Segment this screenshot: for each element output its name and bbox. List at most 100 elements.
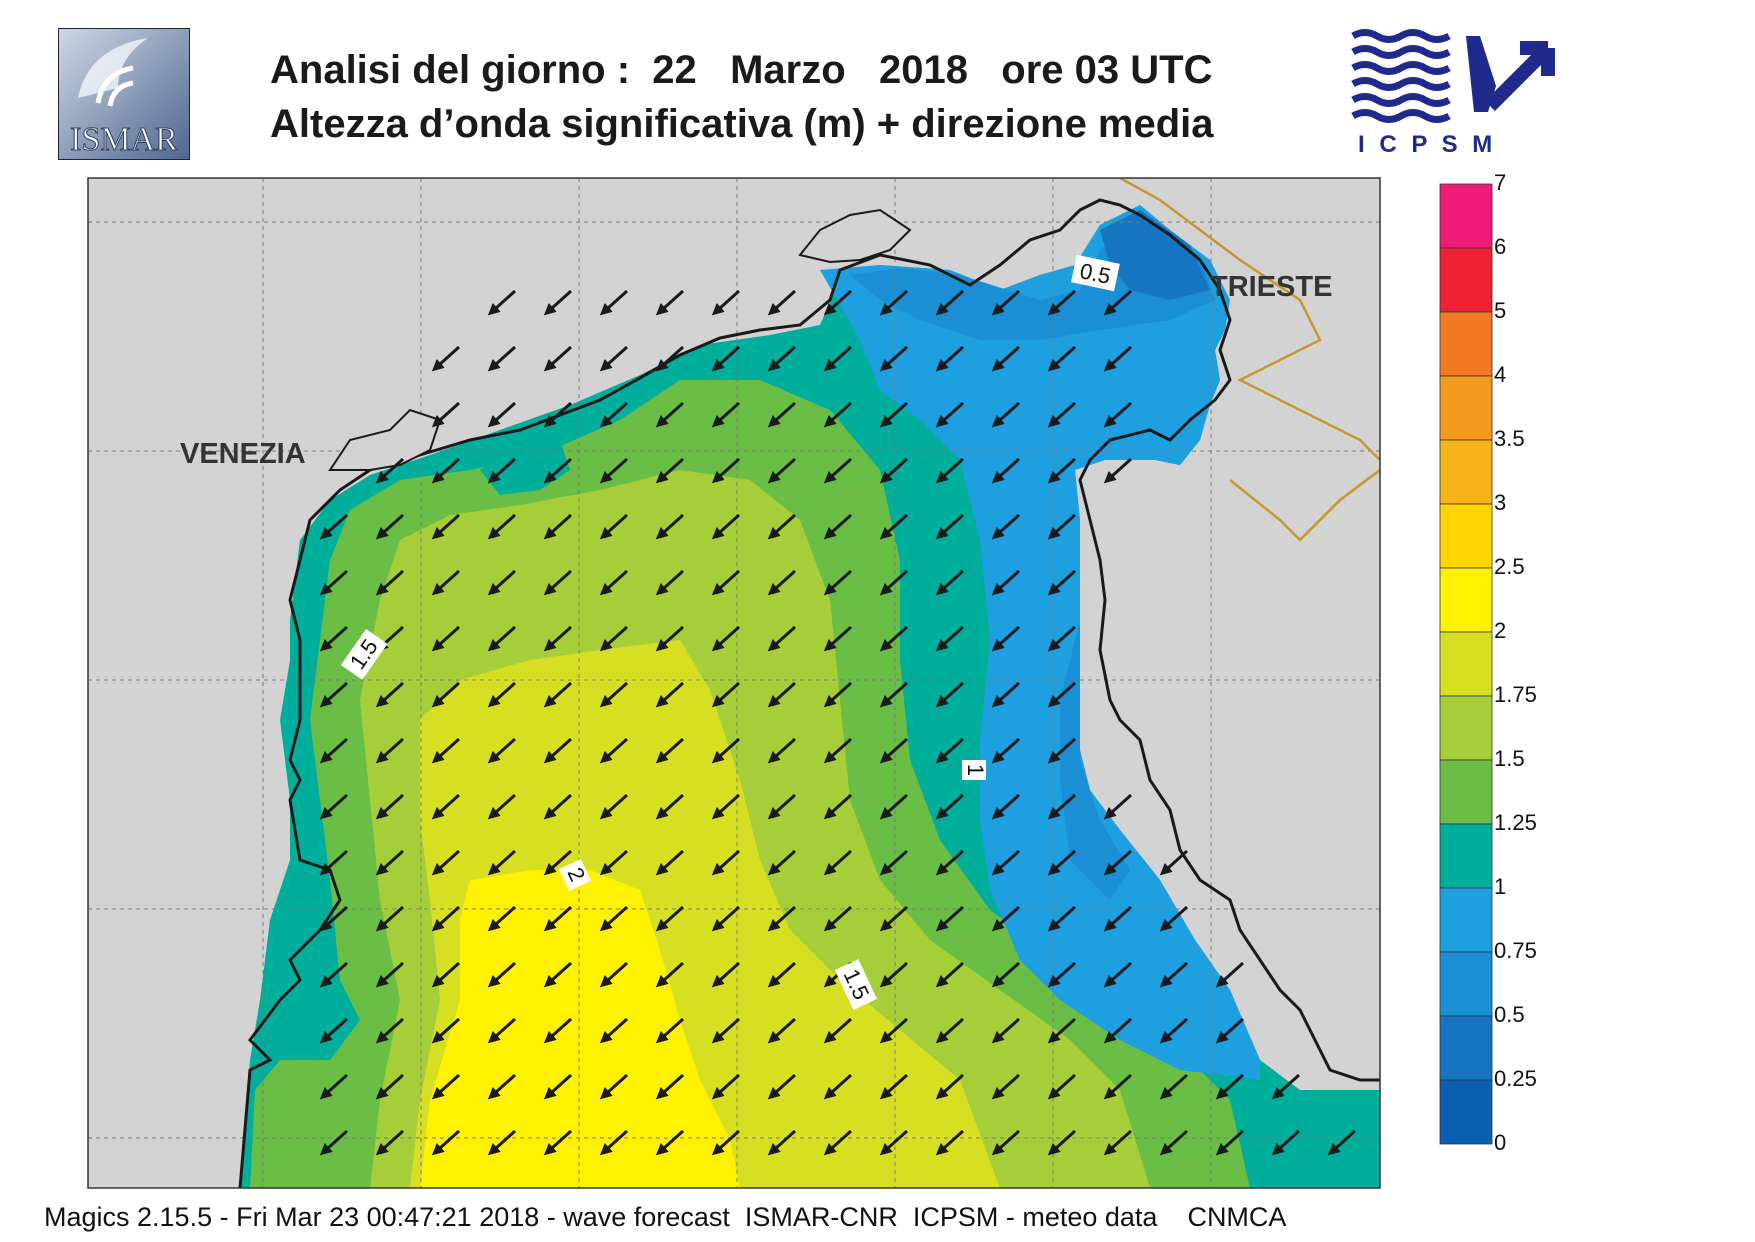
direction-arrow bbox=[431, 961, 461, 988]
direction-arrow bbox=[711, 737, 741, 764]
direction-arrow bbox=[991, 1129, 1021, 1156]
direction-arrow bbox=[823, 905, 853, 932]
zone-0.75-1 bbox=[820, 205, 1260, 1080]
direction-arrow bbox=[935, 289, 965, 316]
direction-arrow bbox=[767, 345, 797, 372]
direction-arrow bbox=[711, 849, 741, 876]
direction-arrow bbox=[767, 1017, 797, 1044]
direction-arrow bbox=[543, 905, 573, 932]
legend-swatch bbox=[1439, 631, 1493, 697]
direction-arrow bbox=[1327, 1129, 1357, 1156]
direction-arrow bbox=[319, 681, 349, 708]
title-line-date: Analisi del giorno : 22 Marzo 2018 ore 0… bbox=[270, 48, 1213, 92]
direction-arrow bbox=[767, 513, 797, 540]
direction-arrow bbox=[879, 1017, 909, 1044]
contour-label-0.5: 0.5 bbox=[1070, 254, 1120, 292]
direction-arrow bbox=[375, 1129, 405, 1156]
direction-arrow bbox=[879, 569, 909, 596]
direction-arrow bbox=[1047, 793, 1077, 820]
direction-arrow bbox=[1103, 457, 1133, 484]
direction-arrow bbox=[655, 849, 685, 876]
direction-arrow bbox=[767, 289, 797, 316]
direction-arrow bbox=[1159, 905, 1189, 932]
legend-label: 1.25 bbox=[1494, 810, 1537, 835]
direction-arrow bbox=[375, 961, 405, 988]
direction-arrow bbox=[823, 625, 853, 652]
direction-arrow bbox=[1047, 681, 1077, 708]
direction-arrow bbox=[487, 849, 517, 876]
direction-arrow bbox=[487, 1017, 517, 1044]
direction-arrow bbox=[991, 905, 1021, 932]
direction-arrow bbox=[767, 569, 797, 596]
direction-arrow bbox=[655, 737, 685, 764]
direction-arrow bbox=[431, 1129, 461, 1156]
direction-arrow bbox=[823, 681, 853, 708]
direction-arrow bbox=[823, 345, 853, 372]
city-label-trieste: TRIESTE bbox=[1210, 271, 1332, 303]
direction-arrow bbox=[879, 625, 909, 652]
direction-arrow bbox=[543, 401, 573, 428]
direction-arrow bbox=[1047, 737, 1077, 764]
direction-arrow bbox=[599, 1129, 629, 1156]
legend-swatch bbox=[1439, 1079, 1493, 1145]
direction-arrow bbox=[487, 961, 517, 988]
direction-arrow bbox=[711, 289, 741, 316]
direction-arrow bbox=[767, 457, 797, 484]
direction-arrow bbox=[935, 513, 965, 540]
direction-arrow bbox=[879, 849, 909, 876]
direction-arrow bbox=[319, 569, 349, 596]
direction-arrow bbox=[991, 849, 1021, 876]
direction-arrow bbox=[1215, 1129, 1245, 1156]
direction-arrow bbox=[879, 513, 909, 540]
direction-arrow bbox=[599, 569, 629, 596]
direction-arrow bbox=[543, 513, 573, 540]
direction-arrow bbox=[543, 849, 573, 876]
direction-arrow bbox=[711, 1017, 741, 1044]
grado-lagoon-island bbox=[798, 208, 912, 264]
direction-arrow bbox=[543, 681, 573, 708]
direction-arrow bbox=[599, 961, 629, 988]
direction-arrow bbox=[319, 905, 349, 932]
direction-arrow bbox=[823, 1129, 853, 1156]
direction-arrow bbox=[711, 401, 741, 428]
direction-arrow bbox=[991, 961, 1021, 988]
direction-arrow bbox=[767, 1073, 797, 1100]
direction-arrow bbox=[1159, 1017, 1189, 1044]
direction-arrow bbox=[375, 793, 405, 820]
direction-arrow bbox=[1159, 1129, 1189, 1156]
direction-arrow bbox=[879, 457, 909, 484]
direction-arrow bbox=[823, 569, 853, 596]
land-border bbox=[1119, 178, 1380, 542]
svg-text:1: 1 bbox=[963, 764, 988, 776]
legend-swatch bbox=[1439, 951, 1493, 1017]
city-label-venezia: VENEZIA bbox=[180, 438, 306, 470]
direction-arrow bbox=[319, 625, 349, 652]
direction-arrow bbox=[655, 457, 685, 484]
direction-arrow bbox=[487, 681, 517, 708]
direction-arrow bbox=[823, 1073, 853, 1100]
direction-arrow bbox=[431, 905, 461, 932]
direction-arrow bbox=[991, 1017, 1021, 1044]
direction-arrow bbox=[991, 345, 1021, 372]
direction-arrow bbox=[823, 401, 853, 428]
direction-arrow bbox=[879, 961, 909, 988]
legend-swatch bbox=[1439, 567, 1493, 633]
direction-arrow bbox=[375, 849, 405, 876]
direction-arrow bbox=[935, 457, 965, 484]
direction-arrow bbox=[319, 1129, 349, 1156]
direction-arrow bbox=[1047, 1129, 1077, 1156]
direction-arrow bbox=[487, 625, 517, 652]
direction-arrow bbox=[319, 1017, 349, 1044]
direction-arrow bbox=[487, 793, 517, 820]
direction-arrow bbox=[1103, 1017, 1133, 1044]
direction-arrow bbox=[823, 849, 853, 876]
direction-arrow bbox=[1159, 849, 1189, 876]
legend-label: 3.5 bbox=[1494, 426, 1525, 451]
direction-arrow bbox=[767, 905, 797, 932]
legend-swatch bbox=[1439, 311, 1493, 377]
zone-0.25-0.5 bbox=[1100, 210, 1210, 300]
direction-arrow bbox=[991, 1073, 1021, 1100]
direction-arrow bbox=[487, 737, 517, 764]
direction-arrow bbox=[655, 289, 685, 316]
direction-arrow bbox=[1103, 961, 1133, 988]
